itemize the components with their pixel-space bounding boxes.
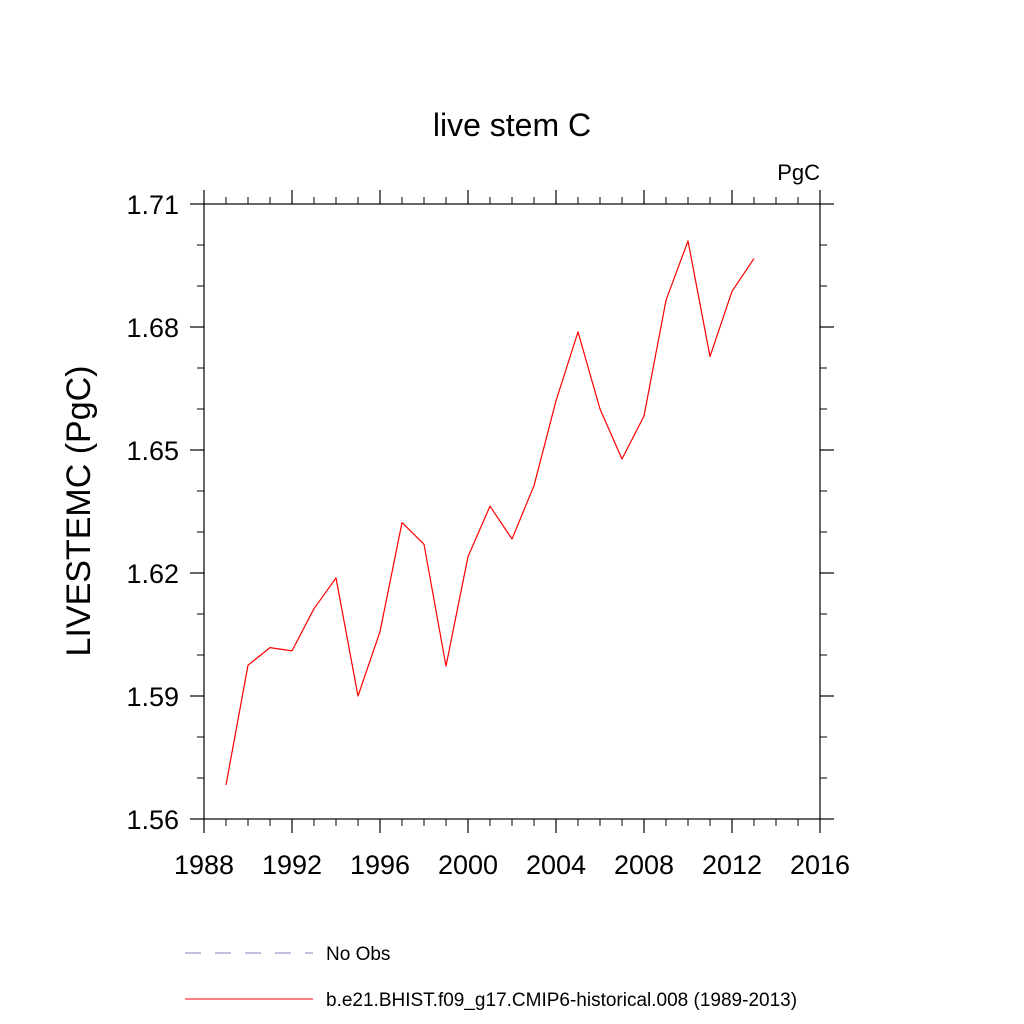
series-group — [224, 239, 755, 786]
data-point — [356, 694, 359, 697]
data-point — [664, 299, 667, 302]
data-point — [466, 555, 469, 558]
chart-title: live stem C — [433, 107, 591, 143]
plot-border — [203, 203, 821, 820]
y-axis-label: LIVESTEMC (PgC) — [60, 366, 98, 657]
data-point — [290, 649, 293, 652]
data-point — [686, 239, 689, 242]
data-point — [532, 484, 535, 487]
data-point — [510, 537, 513, 540]
x-tick-label: 1996 — [350, 850, 410, 880]
legend-label: No Obs — [326, 944, 390, 965]
data-point — [378, 630, 381, 633]
data-point — [554, 399, 557, 402]
data-point — [620, 457, 623, 460]
data-point — [444, 664, 447, 667]
data-point — [488, 505, 491, 508]
units-label: PgC — [777, 160, 820, 185]
data-point — [642, 414, 645, 417]
legend: No Obs b.e21.BHIST.f09_g17.CMIP6-historic… — [185, 944, 797, 1011]
axes: 1988 1992 1996 2000 2004 2008 2012 2016 1.56 1.59… — [126, 190, 850, 880]
data-point — [576, 330, 579, 333]
x-tick-label: 2012 — [702, 850, 762, 880]
y-tick-label: 1.68 — [126, 313, 179, 343]
x-tick-label: 2016 — [790, 850, 850, 880]
y-tick-label: 1.65 — [126, 436, 179, 466]
x-tick-label: 1988 — [174, 850, 234, 880]
data-point — [224, 783, 227, 786]
data-point — [730, 290, 733, 293]
y-tick-label: 1.71 — [126, 190, 179, 220]
data-point — [598, 407, 601, 410]
data-point — [708, 355, 711, 358]
data-point — [334, 576, 337, 579]
series-line — [225, 240, 755, 786]
x-tick-label: 1992 — [262, 850, 322, 880]
data-point — [246, 664, 249, 667]
x-tick-label: 2008 — [614, 850, 674, 880]
x-tick-label: 2004 — [526, 850, 586, 880]
y-tick-label: 1.56 — [126, 805, 179, 835]
y-tick-label: 1.62 — [126, 559, 179, 589]
data-point — [752, 257, 755, 260]
legend-label: b.e21.BHIST.f09_g17.CMIP6-historical.008… — [326, 990, 797, 1011]
data-point — [268, 646, 271, 649]
y-tick-label: 1.59 — [126, 682, 179, 712]
data-point — [400, 521, 403, 524]
data-point — [422, 543, 425, 546]
x-tick-label: 2000 — [438, 850, 498, 880]
data-point — [312, 607, 315, 610]
